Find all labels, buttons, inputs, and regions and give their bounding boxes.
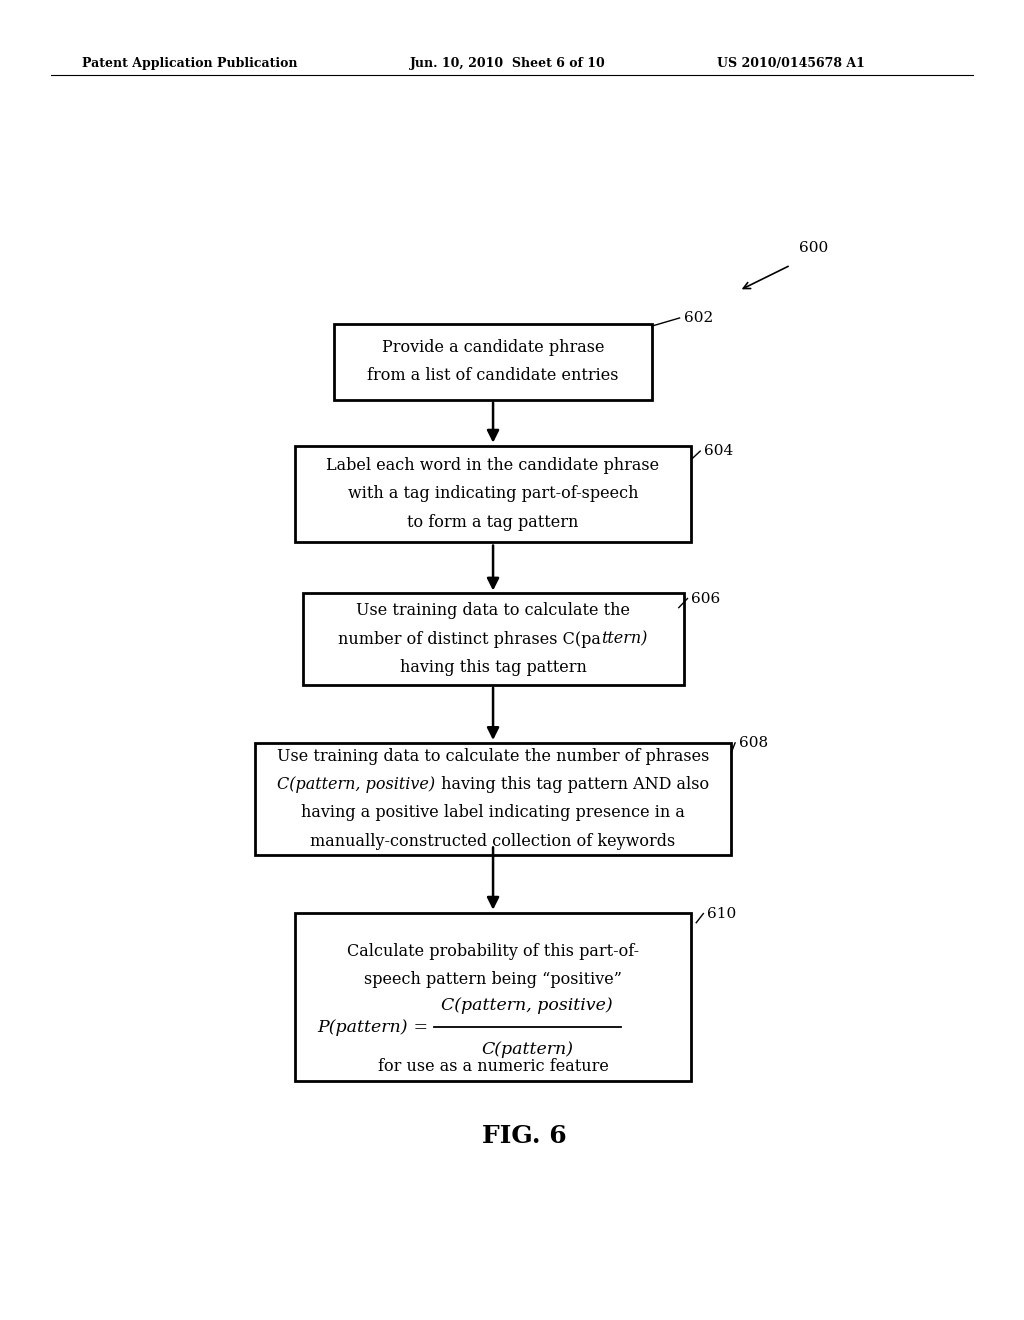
Text: 610: 610 bbox=[708, 907, 736, 920]
Text: 604: 604 bbox=[705, 444, 733, 458]
Text: C(pattern, positive): C(pattern, positive) bbox=[441, 997, 613, 1014]
Text: having this tag pattern: having this tag pattern bbox=[399, 659, 587, 676]
Text: number of distinct phrases C(pa: number of distinct phrases C(pa bbox=[338, 631, 601, 648]
Text: 606: 606 bbox=[691, 591, 721, 606]
Text: 600: 600 bbox=[799, 242, 827, 255]
Text: C(pattern, positive): C(pattern, positive) bbox=[278, 776, 435, 793]
Bar bbox=[303, 594, 684, 685]
Text: having this tag pattern AND also: having this tag pattern AND also bbox=[435, 776, 709, 793]
Text: Use training data to calculate the: Use training data to calculate the bbox=[356, 602, 630, 619]
Text: to form a tag pattern: to form a tag pattern bbox=[408, 513, 579, 531]
Text: ttern): ttern) bbox=[601, 631, 648, 648]
Text: Use training data to calculate the number of phrases: Use training data to calculate the numbe… bbox=[276, 747, 710, 764]
Text: having a positive label indicating presence in a: having a positive label indicating prese… bbox=[301, 804, 685, 821]
Bar bbox=[255, 743, 731, 854]
Text: Provide a candidate phrase: Provide a candidate phrase bbox=[382, 339, 604, 356]
Text: =: = bbox=[408, 1019, 433, 1036]
Text: for use as a numeric feature: for use as a numeric feature bbox=[378, 1057, 608, 1074]
Bar bbox=[295, 446, 691, 543]
Text: Patent Application Publication: Patent Application Publication bbox=[82, 57, 297, 70]
Bar bbox=[295, 913, 691, 1081]
Text: FIG. 6: FIG. 6 bbox=[482, 1125, 567, 1148]
Text: manually-constructed collection of keywords: manually-constructed collection of keywo… bbox=[310, 833, 676, 850]
Text: P(pattern): P(pattern) bbox=[317, 1019, 408, 1036]
Text: 602: 602 bbox=[684, 312, 713, 325]
Text: with a tag indicating part-of-speech: with a tag indicating part-of-speech bbox=[348, 486, 638, 503]
Text: from a list of candidate entries: from a list of candidate entries bbox=[368, 367, 618, 384]
Bar bbox=[334, 323, 652, 400]
Text: Calculate probability of this part-of-: Calculate probability of this part-of- bbox=[347, 942, 639, 960]
Text: Jun. 10, 2010  Sheet 6 of 10: Jun. 10, 2010 Sheet 6 of 10 bbox=[410, 57, 605, 70]
Text: US 2010/0145678 A1: US 2010/0145678 A1 bbox=[717, 57, 864, 70]
Text: C(pattern): C(pattern) bbox=[481, 1041, 573, 1059]
Text: Label each word in the candidate phrase: Label each word in the candidate phrase bbox=[327, 457, 659, 474]
Text: 608: 608 bbox=[739, 735, 768, 750]
Text: speech pattern being “positive”: speech pattern being “positive” bbox=[365, 972, 622, 989]
